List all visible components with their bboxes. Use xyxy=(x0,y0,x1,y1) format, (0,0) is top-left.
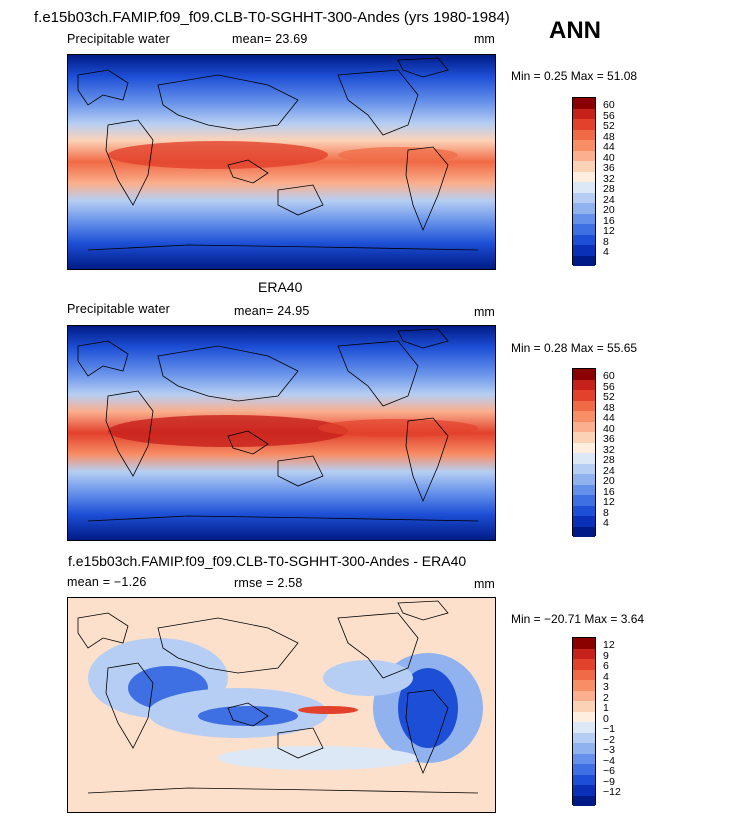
panel2-variable-label: Precipitable water xyxy=(67,302,170,316)
panel1-colorbar xyxy=(572,97,596,266)
cbar2-tick: 52 xyxy=(603,391,615,403)
cbar2-tick: 48 xyxy=(603,401,615,414)
cbar3-tick: −3 xyxy=(603,744,615,756)
cbar3-tick: 0 xyxy=(603,712,609,725)
panel1-mean: mean= 23.69 xyxy=(232,32,308,46)
cbar2-tick: 8 xyxy=(603,506,609,519)
cbar2-tick: 60 xyxy=(603,370,615,382)
cbar3-tick: −6 xyxy=(603,765,615,777)
cbar2-tick: 28 xyxy=(603,454,615,466)
panel3-mean: mean = −1.26 xyxy=(67,575,147,589)
figure-title: f.e15b03ch.FAMIP.f09_f09.CLB-T0-SGHHT-30… xyxy=(34,9,510,26)
panel3-map xyxy=(67,597,496,813)
cbar3-tick: 1 xyxy=(603,702,609,714)
cbar3-tick: −12 xyxy=(603,786,621,798)
panel2-units: mm xyxy=(474,305,495,319)
cbar1-tick: 20 xyxy=(603,204,615,216)
panel1-variable-label: Precipitable water xyxy=(67,32,170,46)
cbar1-tick: 24 xyxy=(603,193,615,206)
cbar1-tick: 28 xyxy=(603,183,615,195)
cbar1-tick: 32 xyxy=(603,172,615,185)
panel3-title: f.e15b03ch.FAMIP.f09_f09.CLB-T0-SGHHT-30… xyxy=(68,553,467,569)
cbar3-tick: 9 xyxy=(603,649,609,662)
cbar2-tick: 44 xyxy=(603,412,615,424)
cbar1-tick: 60 xyxy=(603,99,615,111)
cbar2-tick: 16 xyxy=(603,485,615,498)
cbar3-tick: 2 xyxy=(603,691,609,704)
panel3-colorbar xyxy=(572,637,596,806)
panel2-title: ERA40 xyxy=(258,279,303,295)
panel3-minmax: Min = −20.71 Max = 3.64 xyxy=(511,612,645,626)
cbar3-tick: −2 xyxy=(603,733,615,746)
cbar1-tick: 16 xyxy=(603,214,615,227)
season-label: ANN xyxy=(549,17,601,44)
cbar1-tick: 12 xyxy=(603,225,615,237)
panel3-map-svg xyxy=(68,598,495,812)
cbar3-tick: 4 xyxy=(603,670,609,683)
cbar2-tick: 20 xyxy=(603,475,615,487)
cbar1-tick: 8 xyxy=(603,235,609,248)
panel2-mean: mean= 24.95 xyxy=(234,304,310,318)
cbar3-tick: 3 xyxy=(603,681,609,693)
cbar2-tick: 56 xyxy=(603,380,615,393)
panel3-units: mm xyxy=(474,577,495,591)
cbar1-tick: 52 xyxy=(603,120,615,132)
cbar2-tick: 40 xyxy=(603,422,615,435)
panel1-map-svg xyxy=(68,55,495,269)
cbar1-tick: 44 xyxy=(603,141,615,153)
panel2-map-svg xyxy=(68,326,495,540)
cbar1-tick: 40 xyxy=(603,151,615,164)
cbar2-tick: 4 xyxy=(603,517,609,529)
cbar3-tick: −9 xyxy=(603,775,615,788)
cbar1-tick: 4 xyxy=(603,246,609,258)
cbar3-tick: 12 xyxy=(603,639,615,651)
panel1-minmax: Min = 0.25 Max = 51.08 xyxy=(511,69,638,83)
cbar2-tick: 12 xyxy=(603,496,615,508)
panel3-rmse: rmse = 2.58 xyxy=(234,576,303,590)
panel2-map xyxy=(67,325,496,541)
cbar2-tick: 24 xyxy=(603,464,615,477)
cbar1-tick: 36 xyxy=(603,162,615,174)
panel1-units: mm xyxy=(474,32,495,46)
cbar1-tick: 56 xyxy=(603,109,615,122)
panel2-colorbar xyxy=(572,368,596,537)
panel1-map xyxy=(67,54,496,270)
cbar2-tick: 36 xyxy=(603,433,615,445)
cbar2-tick: 32 xyxy=(603,443,615,456)
cbar3-tick: −1 xyxy=(603,723,615,735)
cbar3-tick: 6 xyxy=(603,660,609,672)
cbar1-tick: 48 xyxy=(603,130,615,143)
cbar3-tick: −4 xyxy=(603,754,615,767)
panel2-minmax: Min = 0.28 Max = 55.65 xyxy=(511,341,638,355)
